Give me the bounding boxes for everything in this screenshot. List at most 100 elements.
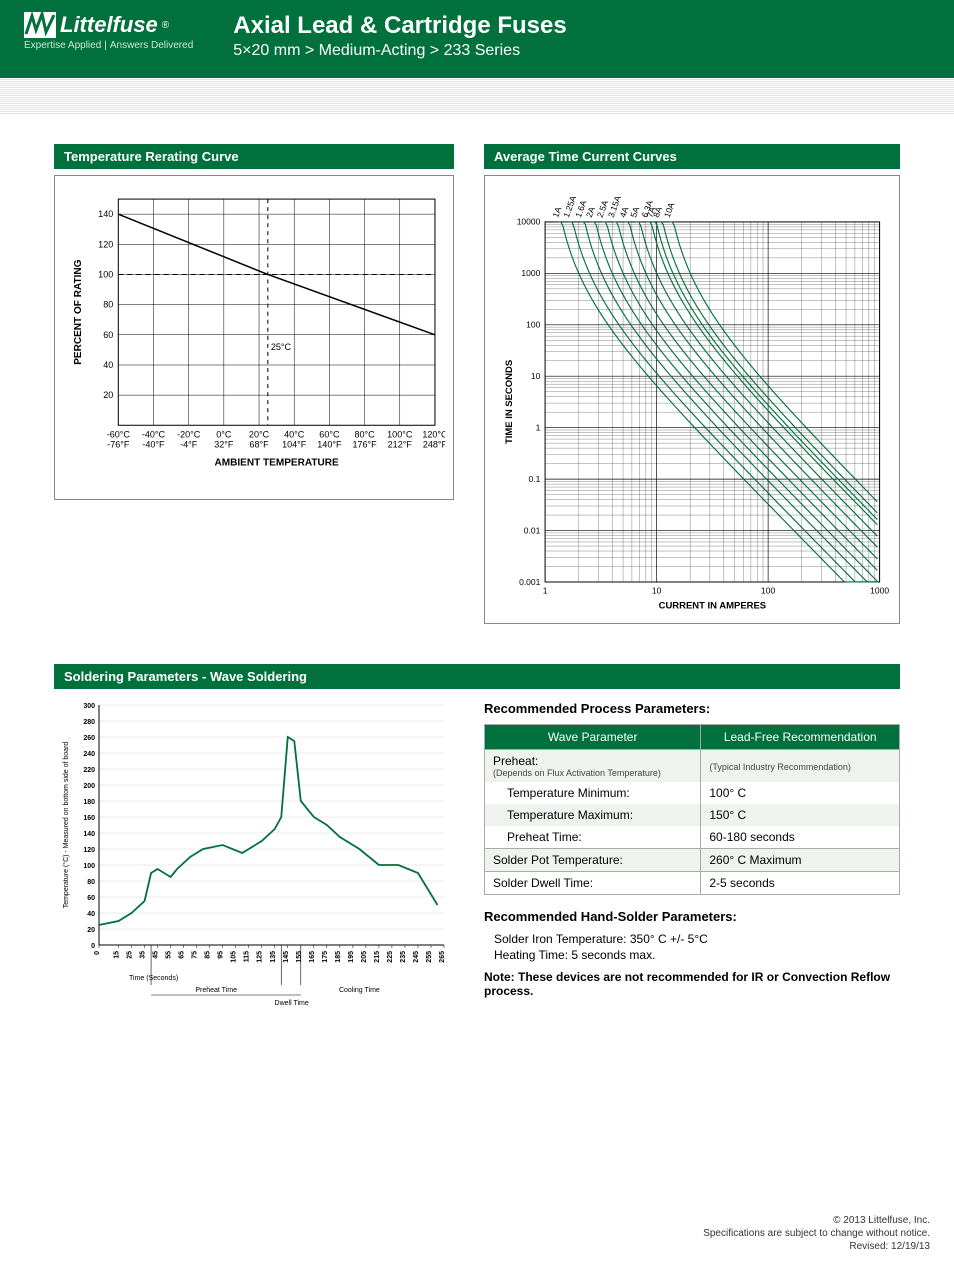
svg-text:20: 20: [103, 390, 113, 400]
param-label: Temperature Maximum:: [485, 804, 701, 826]
svg-text:245: 245: [413, 951, 420, 963]
svg-text:175: 175: [322, 951, 329, 963]
param-label: Preheat:(Depends on Flux Activation Temp…: [485, 750, 701, 783]
process-params-table: Wave Parameter Lead-Free Recommendation …: [484, 724, 900, 895]
header-gradient: [0, 78, 954, 114]
svg-text:Cooling Time: Cooling Time: [339, 987, 380, 994]
svg-text:0°C: 0°C: [216, 429, 232, 439]
svg-text:AMBIENT TEMPERATURE: AMBIENT TEMPERATURE: [214, 457, 339, 468]
brand-tagline: Expertise Applied|Answers Delivered: [24, 40, 193, 51]
svg-text:10: 10: [531, 371, 541, 381]
footer-revised: Revised: 12/19/13: [0, 1240, 930, 1253]
svg-text:104°F: 104°F: [282, 439, 307, 449]
svg-text:260: 260: [83, 735, 95, 742]
svg-text:25°C: 25°C: [271, 342, 292, 352]
svg-text:-40°F: -40°F: [142, 439, 165, 449]
svg-text:80: 80: [103, 300, 113, 310]
brand-name: Littelfuse: [60, 12, 158, 38]
param-value: (Typical Industry Recommendation): [701, 750, 900, 783]
svg-text:195: 195: [348, 951, 355, 963]
svg-text:80°C: 80°C: [354, 429, 375, 439]
param-label: Solder Pot Temperature:: [485, 849, 701, 872]
svg-text:240: 240: [83, 751, 95, 758]
svg-text:225: 225: [387, 951, 394, 963]
svg-text:115: 115: [244, 951, 251, 962]
svg-text:5A: 5A: [628, 205, 641, 219]
svg-text:100: 100: [98, 269, 113, 279]
svg-text:0.001: 0.001: [519, 577, 541, 587]
svg-text:PERCENT OF RATING: PERCENT OF RATING: [73, 259, 84, 364]
table-header-rec: Lead-Free Recommendation: [701, 725, 900, 750]
svg-text:105: 105: [231, 951, 238, 963]
table-row: Solder Pot Temperature:260° C Maximum: [485, 849, 900, 872]
svg-text:125: 125: [257, 951, 264, 963]
svg-text:100: 100: [526, 320, 540, 330]
svg-text:20: 20: [87, 927, 95, 934]
svg-text:65: 65: [179, 951, 186, 959]
page-title: Axial Lead & Cartridge Fuses: [233, 12, 566, 40]
svg-text:1000: 1000: [521, 268, 540, 278]
svg-text:0.01: 0.01: [524, 525, 541, 535]
timecurrent-chart: 11010010000.0010.010.11101001000100001A1…: [484, 175, 900, 624]
svg-text:35: 35: [140, 951, 147, 959]
svg-text:155: 155: [296, 951, 303, 963]
svg-text:145: 145: [283, 951, 290, 963]
svg-text:TIME IN SECONDS: TIME IN SECONDS: [504, 360, 515, 444]
svg-text:140: 140: [83, 831, 95, 838]
svg-text:10: 10: [652, 585, 662, 595]
svg-text:235: 235: [400, 951, 407, 963]
page-content: Temperature Rerating Curve 2040608010012…: [0, 114, 954, 1040]
svg-text:135: 135: [270, 951, 277, 963]
littelfuse-mark-icon: [24, 12, 56, 38]
table-row: Preheat:(Depends on Flux Activation Temp…: [485, 750, 900, 783]
svg-text:100°C: 100°C: [387, 429, 413, 439]
svg-text:300: 300: [83, 703, 95, 710]
svg-text:140°F: 140°F: [317, 439, 342, 449]
svg-text:265: 265: [439, 951, 446, 963]
svg-text:220: 220: [83, 767, 95, 774]
solder-profile-svg: 0204060801001201401601802002202402602803…: [54, 695, 454, 1015]
svg-text:1: 1: [536, 423, 541, 433]
svg-text:248°F: 248°F: [423, 439, 445, 449]
svg-text:95: 95: [218, 951, 225, 959]
svg-text:205: 205: [361, 951, 368, 963]
svg-text:-4°F: -4°F: [180, 439, 198, 449]
table-row: Preheat Time:60-180 seconds: [485, 826, 900, 849]
svg-text:45: 45: [153, 951, 160, 959]
svg-text:0: 0: [94, 951, 101, 955]
table-row: Temperature Maximum:150° C: [485, 804, 900, 826]
reflow-note: Note: These devices are not recommended …: [484, 970, 900, 998]
svg-text:215: 215: [374, 951, 381, 963]
timecurrent-section: Average Time Current Curves 11010010000.…: [484, 144, 900, 624]
svg-text:140: 140: [98, 209, 113, 219]
svg-text:185: 185: [335, 951, 342, 963]
soldering-heading: Soldering Parameters - Wave Soldering: [54, 664, 900, 689]
param-value: 260° C Maximum: [701, 849, 900, 872]
svg-text:180: 180: [83, 799, 95, 806]
footer-disclaimer: Specifications are subject to change wit…: [0, 1227, 930, 1240]
svg-text:Temperature (°C) - Measured on: Temperature (°C) - Measured on bottom si…: [62, 742, 70, 909]
header-titles: Axial Lead & Cartridge Fuses 5×20 mm > M…: [233, 12, 566, 60]
svg-text:200: 200: [83, 783, 95, 790]
svg-text:10A: 10A: [662, 201, 677, 219]
svg-text:20°C: 20°C: [249, 429, 270, 439]
hand-solder-heading: Recommended Hand-Solder Parameters:: [484, 909, 900, 924]
svg-text:60: 60: [103, 330, 113, 340]
svg-text:60°C: 60°C: [319, 429, 340, 439]
hand-solder-line: Heating Time: 5 seconds max.: [494, 948, 900, 962]
svg-text:68°F: 68°F: [249, 439, 269, 449]
process-params-heading: Recommended Process Parameters:: [484, 701, 900, 716]
hand-solder-line: Solder Iron Temperature: 350° C +/- 5°C: [494, 932, 900, 946]
process-params-block: Recommended Process Parameters: Wave Par…: [484, 695, 900, 1020]
page-header: Littelfuse® Expertise Applied|Answers De…: [0, 0, 954, 78]
svg-text:Dwell Time: Dwell Time: [275, 1000, 309, 1007]
soldering-section: Soldering Parameters - Wave Soldering 0 2…: [54, 664, 900, 1020]
svg-text:25: 25: [127, 951, 134, 959]
param-value: 2-5 seconds: [701, 872, 900, 895]
breadcrumb: 5×20 mm > Medium-Acting > 233 Series: [233, 42, 566, 60]
brand-logo: Littelfuse® Expertise Applied|Answers De…: [24, 12, 193, 51]
svg-text:120: 120: [83, 847, 95, 854]
table-row: Solder Dwell Time:2-5 seconds: [485, 872, 900, 895]
table-header-param: Wave Parameter: [485, 725, 701, 750]
svg-text:176°F: 176°F: [352, 439, 377, 449]
